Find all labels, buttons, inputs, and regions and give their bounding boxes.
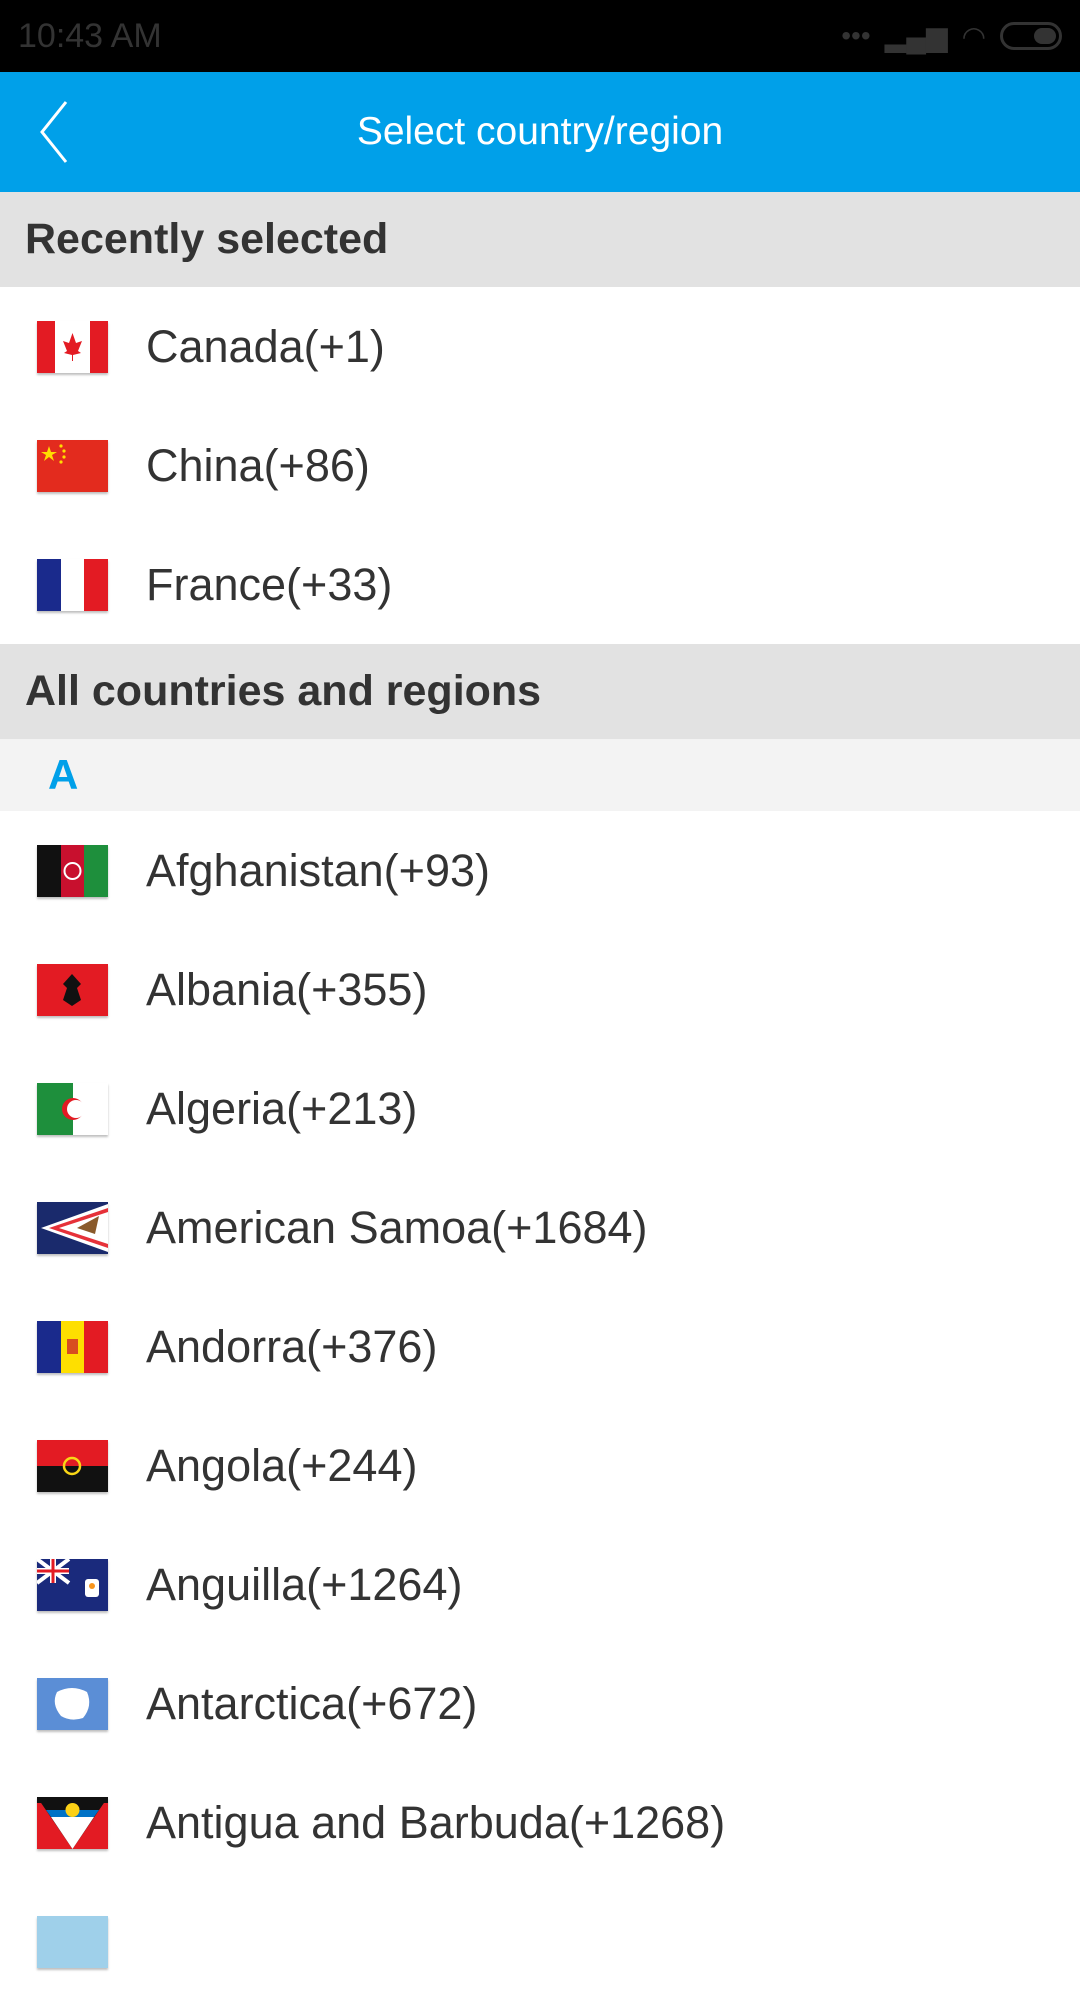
- flag-partial-icon: [37, 1916, 108, 1968]
- country-label: Andorra(+376): [146, 1321, 437, 1373]
- country-label: Angola(+244): [146, 1440, 417, 1492]
- flag-cn-icon: [37, 440, 108, 492]
- app-bar: Select country/region: [0, 72, 1080, 192]
- country-label: Afghanistan(+93): [146, 845, 490, 897]
- signal-icon: ▂▄▆: [885, 20, 948, 53]
- flag-ad-icon: [37, 1321, 108, 1373]
- dots-icon: •••: [841, 20, 870, 52]
- flag-ag-icon: [37, 1797, 108, 1849]
- flag-al-icon: [37, 964, 108, 1016]
- country-item[interactable]: Antigua and Barbuda(+1268): [0, 1763, 1080, 1882]
- country-label: Antarctica(+672): [146, 1678, 477, 1730]
- country-item[interactable]: France(+33): [0, 525, 1080, 644]
- back-button[interactable]: [36, 100, 86, 164]
- country-item[interactable]: China(+86): [0, 406, 1080, 525]
- flag-ai-icon: [37, 1559, 108, 1611]
- country-list: Afghanistan(+93) Albania(+355) Algeria(+21…: [0, 811, 1080, 2001]
- recent-section-heading: Recently selected: [0, 192, 1080, 287]
- country-item[interactable]: American Samoa(+1684): [0, 1168, 1080, 1287]
- country-label: China(+86): [146, 440, 370, 492]
- flag-ca-icon: [37, 321, 108, 373]
- flag-dz-icon: [37, 1083, 108, 1135]
- page-title: Select country/region: [357, 110, 723, 154]
- country-label: France(+33): [146, 559, 392, 611]
- country-item[interactable]: [0, 1882, 1080, 2001]
- flag-af-icon: [37, 845, 108, 897]
- country-item[interactable]: Albania(+355): [0, 930, 1080, 1049]
- country-item[interactable]: Anguilla(+1264): [0, 1525, 1080, 1644]
- country-label: American Samoa(+1684): [146, 1202, 648, 1254]
- country-label: Antigua and Barbuda(+1268): [146, 1797, 725, 1849]
- chevron-left-icon: [36, 100, 86, 164]
- battery-icon: [1000, 22, 1062, 50]
- country-label: Algeria(+213): [146, 1083, 417, 1135]
- country-item[interactable]: Angola(+244): [0, 1406, 1080, 1525]
- status-bar: 10:43 AM ••• ▂▄▆ ◠: [0, 0, 1080, 72]
- country-item[interactable]: Canada(+1): [0, 287, 1080, 406]
- all-section-heading: All countries and regions: [0, 644, 1080, 739]
- country-item[interactable]: Antarctica(+672): [0, 1644, 1080, 1763]
- index-letter: A: [0, 739, 1080, 811]
- flag-ao-icon: [37, 1440, 108, 1492]
- country-label: Albania(+355): [146, 964, 427, 1016]
- flag-fr-icon: [37, 559, 108, 611]
- country-item[interactable]: Afghanistan(+93): [0, 811, 1080, 930]
- country-label: Anguilla(+1264): [146, 1559, 462, 1611]
- recent-list: Canada(+1) China(+86) France(+33): [0, 287, 1080, 644]
- flag-as-icon: [37, 1202, 108, 1254]
- country-item[interactable]: Algeria(+213): [0, 1049, 1080, 1168]
- wifi-icon: ◠: [962, 20, 986, 53]
- flag-aq-icon: [37, 1678, 108, 1730]
- status-time: 10:43 AM: [18, 17, 162, 56]
- country-item[interactable]: Andorra(+376): [0, 1287, 1080, 1406]
- country-label: Canada(+1): [146, 321, 385, 373]
